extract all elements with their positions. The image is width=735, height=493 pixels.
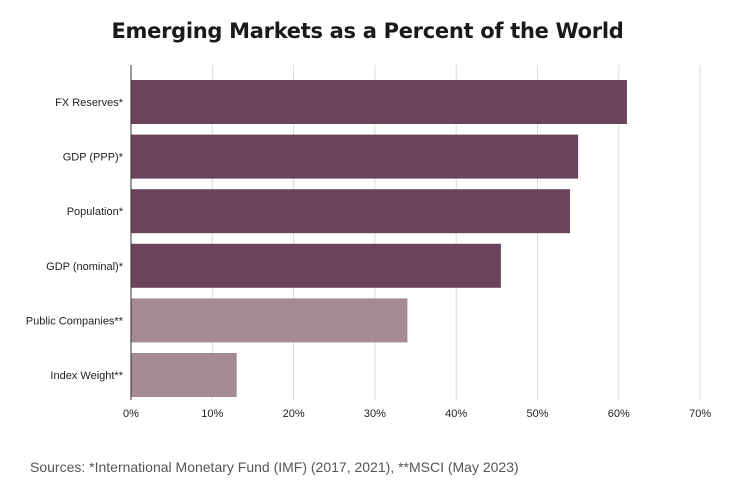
x-tick-label: 20% — [283, 408, 305, 420]
x-tick-label: 30% — [364, 408, 386, 420]
bar — [131, 353, 237, 397]
x-tick-label: 70% — [689, 408, 711, 420]
category-label: Index Weight** — [50, 370, 123, 382]
x-tick-label: 40% — [445, 408, 467, 420]
x-tick-label: 50% — [526, 408, 548, 420]
x-tick-label: 10% — [201, 408, 223, 420]
bar — [131, 189, 571, 234]
source-note: Sources: *International Monetary Fund (I… — [30, 459, 519, 475]
x-tick-label: 0% — [123, 408, 139, 420]
category-label: GDP (nominal)* — [46, 261, 124, 273]
bar — [131, 134, 579, 179]
bar — [131, 80, 627, 124]
bar — [131, 298, 408, 343]
bar — [131, 243, 501, 288]
category-label: FX Reserves* — [55, 97, 124, 109]
category-label: GDP (PPP)* — [63, 152, 124, 164]
category-label: Population* — [67, 206, 124, 218]
chart-title: Emerging Markets as a Percent of the Wor… — [111, 19, 624, 43]
category-label: Public Companies** — [26, 315, 124, 327]
x-tick-label: 60% — [608, 408, 630, 420]
